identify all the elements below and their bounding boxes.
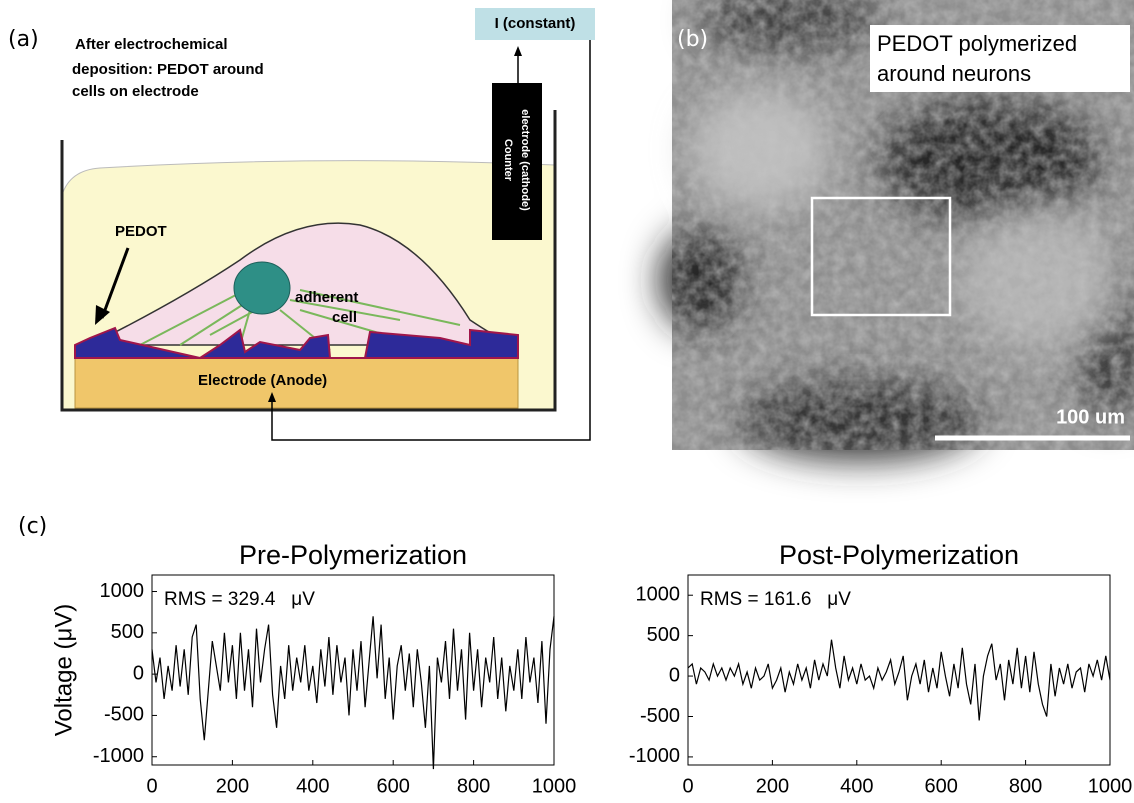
caption-box	[870, 25, 1130, 92]
x-tick-label: 600	[925, 775, 958, 797]
counter-electrode	[492, 83, 542, 240]
y-tick-label: -1000	[629, 745, 680, 767]
y-tick-label: -1000	[93, 745, 144, 767]
rms-annotation: RMS = 161.6 μV	[700, 589, 851, 610]
caption: PEDOT polymerized	[877, 31, 1077, 56]
vessel	[60, 110, 557, 412]
y-axis-label: Voltage (μV)	[50, 604, 77, 737]
y-tick-label: 500	[111, 621, 144, 643]
x-tick-label: 1000	[1088, 775, 1133, 797]
panel-b: (b) PEDOT polymerized around neurons 100…	[660, 0, 1134, 460]
nucleus	[233, 261, 291, 315]
caption: deposition: PEDOT around	[72, 61, 264, 78]
chart-title: Pre-Polymerization	[239, 540, 467, 570]
signal-line	[151, 616, 555, 770]
caption: around neurons	[877, 61, 1031, 86]
x-tick-label: 400	[296, 775, 329, 797]
rms-annotation: RMS = 329.4 μV	[164, 589, 315, 610]
x-tick-label: 800	[1009, 775, 1042, 797]
x-tick-label: 0	[146, 775, 157, 797]
panel-label: (a)	[8, 27, 39, 52]
pedot-label: PEDOT	[115, 223, 167, 240]
y-tick-label: 500	[647, 624, 680, 646]
source-box	[475, 8, 595, 40]
x-tick-label: 600	[377, 775, 410, 797]
wire	[271, 40, 591, 441]
scale-label: 100 um	[1056, 406, 1125, 428]
caption: cells on electrode	[72, 83, 199, 100]
y-tick-label: 0	[669, 664, 680, 686]
panel-label: (c)	[18, 514, 47, 539]
arrow	[100, 247, 130, 319]
caption: After electrochemical	[75, 36, 228, 53]
inset-box	[810, 196, 952, 317]
counter-label: Counter	[502, 139, 514, 182]
x-tick-label: 400	[840, 775, 873, 797]
y-tick-label: 0	[133, 662, 144, 684]
x-tick-label: 1000	[532, 775, 577, 797]
electrode	[74, 357, 519, 409]
plot-frame	[687, 574, 1111, 766]
cell-label: adherent	[295, 289, 358, 306]
plot-frame	[151, 574, 555, 766]
arrowhead	[95, 305, 110, 325]
pedot-layer	[74, 326, 519, 360]
electrode-label: Electrode (Anode)	[198, 372, 327, 389]
x-tick-label: 0	[682, 775, 693, 797]
panel-a: (a) After electrochemical deposition: PE…	[8, 8, 595, 441]
x-tick-label: 200	[756, 775, 789, 797]
chart-title: Post-Polymerization	[779, 540, 1019, 570]
y-tick-label: 1000	[636, 583, 681, 605]
y-tick-label: 1000	[100, 580, 145, 602]
signal-line	[687, 639, 1111, 721]
y-tick-label: -500	[104, 704, 144, 726]
y-tick-label: -500	[640, 705, 680, 727]
cell-label: cell	[332, 309, 357, 326]
x-tick-label: 800	[457, 775, 490, 797]
source-label: I (constant)	[495, 15, 576, 32]
panel-label: (b)	[677, 27, 708, 52]
x-tick-label: 200	[216, 775, 249, 797]
counter-label: electrode (cathode)	[519, 109, 531, 211]
